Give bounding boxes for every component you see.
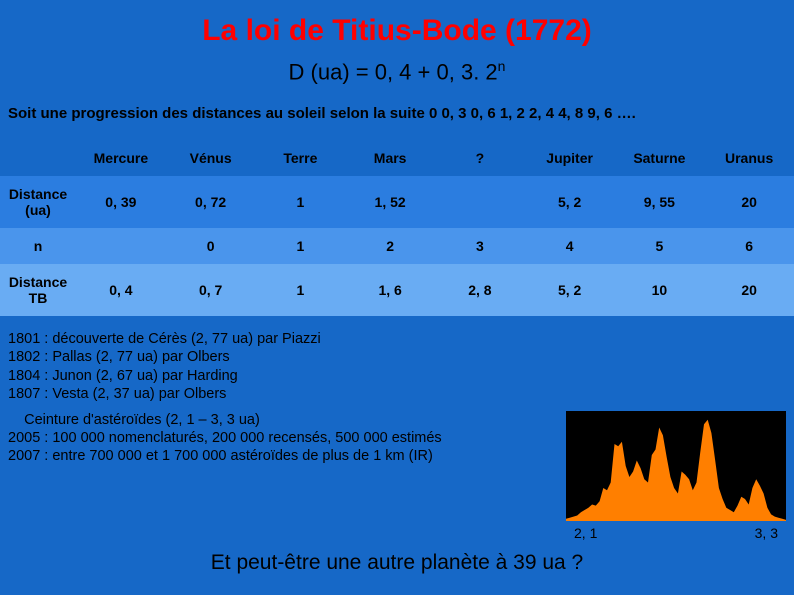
table-cell: 0, 4 [76,264,166,316]
table-cell: 0, 39 [76,176,166,228]
table-cell: 2 [345,228,435,264]
table-row-label: Distance (ua) [0,176,76,228]
table-cell: 1 [256,228,346,264]
chart-label-left: 2, 1 [574,525,597,541]
table-col-header: Mercure [76,140,166,176]
table-row-label: n [0,228,76,264]
asteroid-histogram [566,411,786,521]
discovery-line: 1807 : Vesta (2, 37 ua) par Olbers [8,385,786,403]
table-cell: 5, 2 [525,264,615,316]
conclusion-text: Et peut-être une autre planète à 39 ua ? [0,541,794,575]
histogram-svg [566,411,786,521]
discoveries-list: 1801 : découverte de Cérès (2, 77 ua) pa… [0,316,794,403]
table-cell: 6 [704,228,794,264]
belt-line: 2007 : entre 700 000 et 1 700 000 astéro… [8,447,558,465]
table-cell: 1, 6 [345,264,435,316]
belt-line: Ceinture d'astéroïdes (2, 1 – 3, 3 ua) [8,411,558,429]
histogram-area [566,420,786,521]
data-table: MercureVénusTerreMars?JupiterSaturneUran… [0,140,794,316]
table-col-header: Vénus [166,140,256,176]
table-cell: 0, 72 [166,176,256,228]
table-col-header: Terre [256,140,346,176]
intro-text: Soit une progression des distances au so… [0,101,794,140]
table-col-header: Jupiter [525,140,615,176]
table-row-label: Distance TB [0,264,76,316]
table-cell: 5, 2 [525,176,615,228]
table-cell: 10 [615,264,705,316]
belt-line: 2005 : 100 000 nomenclaturés, 200 000 re… [8,429,558,447]
table-cell: 3 [435,228,525,264]
table-row: Distance (ua)0, 390, 7211, 52 5, 29, 5520 [0,176,794,228]
table-cell: 20 [704,176,794,228]
page-title: La loi de Titius-Bode (1772) [0,0,794,58]
discovery-line: 1802 : Pallas (2, 77 ua) par Olbers [8,348,786,366]
table-cell: 1 [256,264,346,316]
table-col-header: Saturne [615,140,705,176]
discovery-line: 1804 : Junon (2, 67 ua) par Harding [8,367,786,385]
belt-text: Ceinture d'astéroïdes (2, 1 – 3, 3 ua)20… [8,411,558,465]
table-row: Distance TB0, 40, 711, 62, 85, 21020 [0,264,794,316]
table-cell: 9, 55 [615,176,705,228]
chart-label-right: 3, 3 [755,525,778,541]
table-cell: 0, 7 [166,264,256,316]
table-cell [76,228,166,264]
table-cell: 2, 8 [435,264,525,316]
table-col-header: ? [435,140,525,176]
table-col-header: Mars [345,140,435,176]
table-cell: 20 [704,264,794,316]
chart-x-labels: 2, 1 3, 3 [566,521,786,541]
table-cell: 0 [166,228,256,264]
table-cell: 1 [256,176,346,228]
table-cell: 1, 52 [345,176,435,228]
table-row: n 0123456 [0,228,794,264]
table-cell: 4 [525,228,615,264]
table-col-header: Uranus [704,140,794,176]
table-cell [435,176,525,228]
table-header-row: MercureVénusTerreMars?JupiterSaturneUran… [0,140,794,176]
formula: D (ua) = 0, 4 + 0, 3. 2n [0,58,794,101]
discovery-line: 1801 : découverte de Cérès (2, 77 ua) pa… [8,330,786,348]
table-cell: 5 [615,228,705,264]
